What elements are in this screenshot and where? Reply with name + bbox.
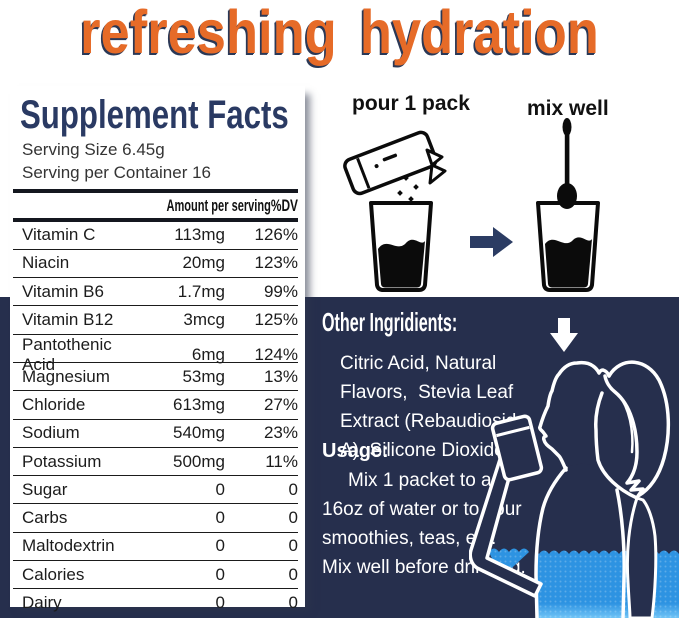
mix-step-label: mix well — [527, 97, 609, 120]
nutrient-dv: 0 — [288, 536, 298, 556]
nutrient-amount: 20mg — [182, 253, 225, 273]
ingredients-line: A), Silicone Dioxide. — [340, 440, 511, 461]
spoon-icon — [557, 118, 577, 209]
nutrient-name: Calories — [22, 564, 85, 584]
torso — [534, 463, 626, 618]
nutrient-amount: 0 — [215, 593, 225, 612]
table-row: Dairy 0 0 — [13, 588, 298, 616]
other-ingredients-text: Citric Acid, Natural Flavors, Stevia Lea… — [340, 349, 527, 465]
nutrient-dv: 125% — [254, 310, 298, 330]
right-arrow-icon — [470, 227, 513, 257]
nutrient-dv: 0 — [288, 564, 298, 584]
servings-per-container: Serving per Container 16 — [22, 163, 212, 182]
nutrient-dv: 23% — [263, 423, 298, 443]
nutrient-name: Vitamin B12 — [22, 310, 114, 330]
ingredients-line: Citric Acid, Natural — [340, 353, 497, 374]
woman-drinking-illustration — [469, 318, 679, 618]
table-row: Pantothenic Acid 6mg 124% — [13, 333, 298, 374]
table-row: Vitamin B12 3mcg 125% — [13, 305, 298, 333]
table-row: Vitamin B6 1.7mg 99% — [13, 277, 298, 305]
nutrient-name: Sodium — [22, 423, 80, 443]
packet-icon — [343, 130, 447, 230]
down-arrow-icon — [550, 318, 578, 352]
ingredients-line: Flavors, Stevia Leaf — [340, 382, 514, 403]
nutrient-name: Potassium — [22, 451, 102, 471]
column-header-dv: %DV — [270, 195, 298, 215]
glass-icon — [536, 201, 600, 292]
nutrient-dv: 11% — [265, 451, 298, 471]
water-torso — [536, 550, 625, 618]
table-row: Potassium 500mg 11% — [13, 446, 298, 475]
usage-line: Mix 1 packet to a — [348, 470, 492, 491]
usage-line: 16oz of water or to your — [322, 499, 522, 520]
nutrient-amount: 540mg — [173, 423, 225, 443]
nutrient-dv: 123% — [254, 253, 298, 273]
nutrient-amount: 0 — [215, 508, 225, 528]
drink-cup-icon — [490, 414, 544, 482]
table-row: Chloride 613mg 27% — [13, 390, 298, 418]
table-row: Calories 0 0 — [13, 560, 298, 588]
glass-icon — [369, 201, 433, 292]
serving-size: Serving Size 6.45g — [22, 140, 165, 159]
supplement-facts-title: Supplement Facts — [20, 93, 289, 137]
nutrient-amount: 3mcg — [183, 310, 225, 330]
nutrient-amount: 1.7mg — [177, 281, 225, 301]
nutrient-dv: 0 — [288, 479, 298, 499]
nutrient-dv: 27% — [263, 394, 298, 414]
nutrient-name: Vitamin B6 — [22, 281, 104, 301]
pour-step-label: pour 1 pack — [352, 92, 470, 115]
nutrient-amount: 0 — [215, 536, 225, 556]
drinking-arm — [469, 448, 543, 598]
nutrient-name: Chloride — [22, 394, 86, 414]
nutrient-dv: 0 — [288, 508, 298, 528]
thick-rule — [13, 189, 298, 193]
nutrient-name: Dairy — [22, 593, 62, 612]
nutrient-amount: 0 — [215, 564, 225, 584]
back-arm — [625, 496, 658, 618]
nutrient-amount: 613mg — [173, 394, 225, 414]
column-header-amount: Amount per serving — [166, 195, 271, 215]
nutrient-amount: 6mg — [191, 344, 225, 364]
nutrient-dv: 99% — [263, 281, 298, 301]
nutrient-name: Maltodextrin — [22, 536, 115, 556]
nutrient-name: Carbs — [22, 508, 68, 528]
nutrient-dv: 0 — [288, 593, 298, 612]
table-row: Sugar 0 0 — [13, 475, 298, 503]
ponytail — [603, 360, 671, 498]
nutrient-dv: 13% — [263, 366, 298, 386]
nutrient-table: Vitamin C 113mg 126% Niacin 20mg 123% Vitami… — [13, 222, 298, 617]
table-row: Maltodextrin 0 0 — [13, 531, 298, 560]
nutrient-name: Niacin — [22, 253, 70, 273]
usage-title: Usage: — [322, 440, 389, 462]
nutrient-name: Pantothenic Acid — [22, 334, 112, 374]
supplement-facts-panel: Supplement Facts Serving Size 6.45g Serv… — [10, 86, 305, 612]
nutrient-amount: 53mg — [182, 366, 225, 386]
table-row: Carbs 0 0 — [13, 503, 298, 531]
instructions-illustration — [343, 118, 600, 292]
nutrient-dv: 126% — [254, 225, 298, 245]
nutrient-name: Sugar — [22, 479, 68, 499]
nutrient-amount: 500mg — [173, 451, 225, 471]
face-profile — [538, 360, 611, 472]
nutrient-name: Magnesium — [22, 366, 110, 386]
table-row: Sodium 540mg 23% — [13, 418, 298, 447]
other-ingredients-title: Other Ingridients: — [322, 307, 458, 337]
table-row: Niacin 20mg 123% — [13, 248, 298, 277]
thick-rule — [13, 218, 298, 222]
table-row: Vitamin C 113mg 126% — [13, 222, 298, 249]
nutrient-amount: 0 — [215, 479, 225, 499]
main-title: refreshing hydration — [80, 0, 599, 66]
table-header: Amount per serving %DV — [13, 193, 299, 218]
nutrient-name: Vitamin C — [22, 225, 96, 245]
table-row: Magnesium 53mg 13% — [13, 361, 298, 390]
back-line — [594, 391, 639, 500]
ponytail-strand — [617, 393, 634, 454]
nutrient-amount: 113mg — [174, 225, 225, 245]
nutrient-dv: 124% — [254, 344, 298, 364]
